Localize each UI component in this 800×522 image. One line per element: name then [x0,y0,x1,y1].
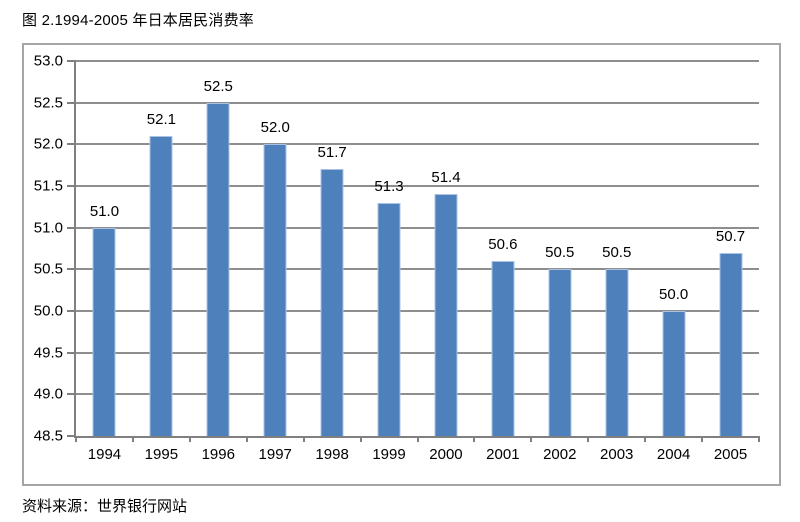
y-axis-label: 53.0 [33,52,63,70]
x-axis-label: 1998 [315,446,349,463]
y-axis-label: 52.0 [33,135,63,153]
bar-slot: 51.7 1998 [304,61,361,462]
x-axis-label: 1997 [258,446,292,463]
chart-title: 图 2.1994-2005 年日本居民消费率 [22,12,254,29]
y-axis-tick [67,310,76,312]
y-axis-label: 50.5 [33,260,63,278]
y-axis-tick [67,393,76,396]
bar-slot: 51.3 1999 [361,61,418,462]
bar-1998 [320,169,344,436]
bar-2005 [719,252,743,436]
x-axis-tick [587,436,590,442]
bar-slot: 50.6 2001 [474,61,531,462]
bar-1997 [263,144,287,436]
x-axis-label: 2003 [600,446,634,463]
y-axis-tick [67,435,76,437]
y-axis-label: 49.0 [33,385,63,403]
x-axis-tick [75,436,77,442]
bar-slot: 50.5 2003 [588,61,645,462]
x-axis-tick [758,436,760,442]
bar-value-label: 51.7 [317,144,347,162]
x-axis-tick [359,436,362,442]
bar-slot: 51.4 2000 [418,61,475,462]
bar-value-label: 52.0 [260,119,290,137]
x-axis-label: 2002 [543,446,577,463]
y-axis-tick [67,60,76,62]
gridline [76,351,759,354]
bar-slot: 50.0 2004 [645,61,702,462]
source-note: 资料来源：世界银行网站 [22,498,188,515]
x-axis-tick [245,436,248,442]
gridline [76,101,759,104]
y-axis-tick [67,268,76,271]
bar-slot: 51.0 1994 [76,61,133,462]
gridline [76,60,759,62]
gridline [76,268,759,271]
x-axis-label: 2005 [713,446,748,463]
plot-area: 48.5 49.0 49.5 50.0 50.5 51.0 51.5 52.0 52.5 53.0… [34,54,760,462]
x-axis-tick [530,436,533,442]
y-axis-label: 52.5 [33,94,63,112]
bar-value-label: 51.0 [89,202,120,220]
bar-value-label: 50.5 [545,244,575,262]
bar-2001 [491,261,515,436]
bar-value-label: 50.0 [659,286,689,303]
bar-value-label: 51.3 [374,177,404,195]
x-axis-label: 1996 [201,446,235,463]
x-axis-tick [302,436,305,442]
y-axis-tick [67,185,76,187]
gridline [76,185,759,187]
bar-value-label: 50.6 [488,236,518,253]
chart-frame: 48.5 49.0 49.5 50.0 50.5 51.0 51.5 52.0 52.5 53.0… [22,43,781,486]
gridline [76,393,759,396]
bar-2002 [548,269,572,436]
y-axis-label: 49.5 [33,344,63,362]
bar-value-label: 52.1 [146,111,176,128]
bar-value-label: 50.7 [715,227,746,245]
gridline [76,310,759,312]
y-axis-label: 51.0 [33,219,63,237]
x-axis-label: 2001 [486,446,520,463]
bar-slot: 50.5 2002 [531,61,588,462]
bar-slot: 52.0 1997 [247,61,304,462]
y-axis-label: 48.5 [33,427,63,445]
x-axis-tick [188,436,191,442]
x-axis-tick [473,436,476,442]
x-axis-tick [644,436,647,442]
bar-1999 [377,202,401,436]
bar-2004 [662,311,686,436]
y-axis-tick [67,101,76,104]
bar-value-label: 51.4 [431,169,461,187]
bar-slot: 52.1 1995 [133,61,190,462]
bar-value-label: 50.5 [602,244,632,262]
x-axis-tick [416,436,419,442]
x-axis-label: 1999 [372,446,406,463]
bar-slot: 52.5 1996 [190,61,247,462]
x-axis-tick [701,436,704,442]
x-axis-label: 2004 [656,446,691,463]
x-axis-tick [131,436,134,442]
bar-2003 [605,269,629,436]
y-axis-tick [67,351,76,354]
bar-1995 [149,136,173,436]
y-axis-tick [67,143,76,146]
y-axis-tick [67,226,76,229]
bar-2000 [434,194,458,436]
bar-1996 [206,102,230,436]
x-axis-label: 1994 [87,446,122,463]
gridline [76,226,759,229]
bar-1994 [92,227,116,436]
x-axis-label: 1995 [144,446,179,463]
bar-slot: 50.7 2005 [702,61,759,462]
bar-value-label: 52.5 [203,77,233,95]
gridline [76,143,759,146]
x-axis-label: 2000 [429,446,463,463]
y-axis-label: 51.5 [33,177,63,195]
y-axis-label: 50.0 [33,302,63,320]
